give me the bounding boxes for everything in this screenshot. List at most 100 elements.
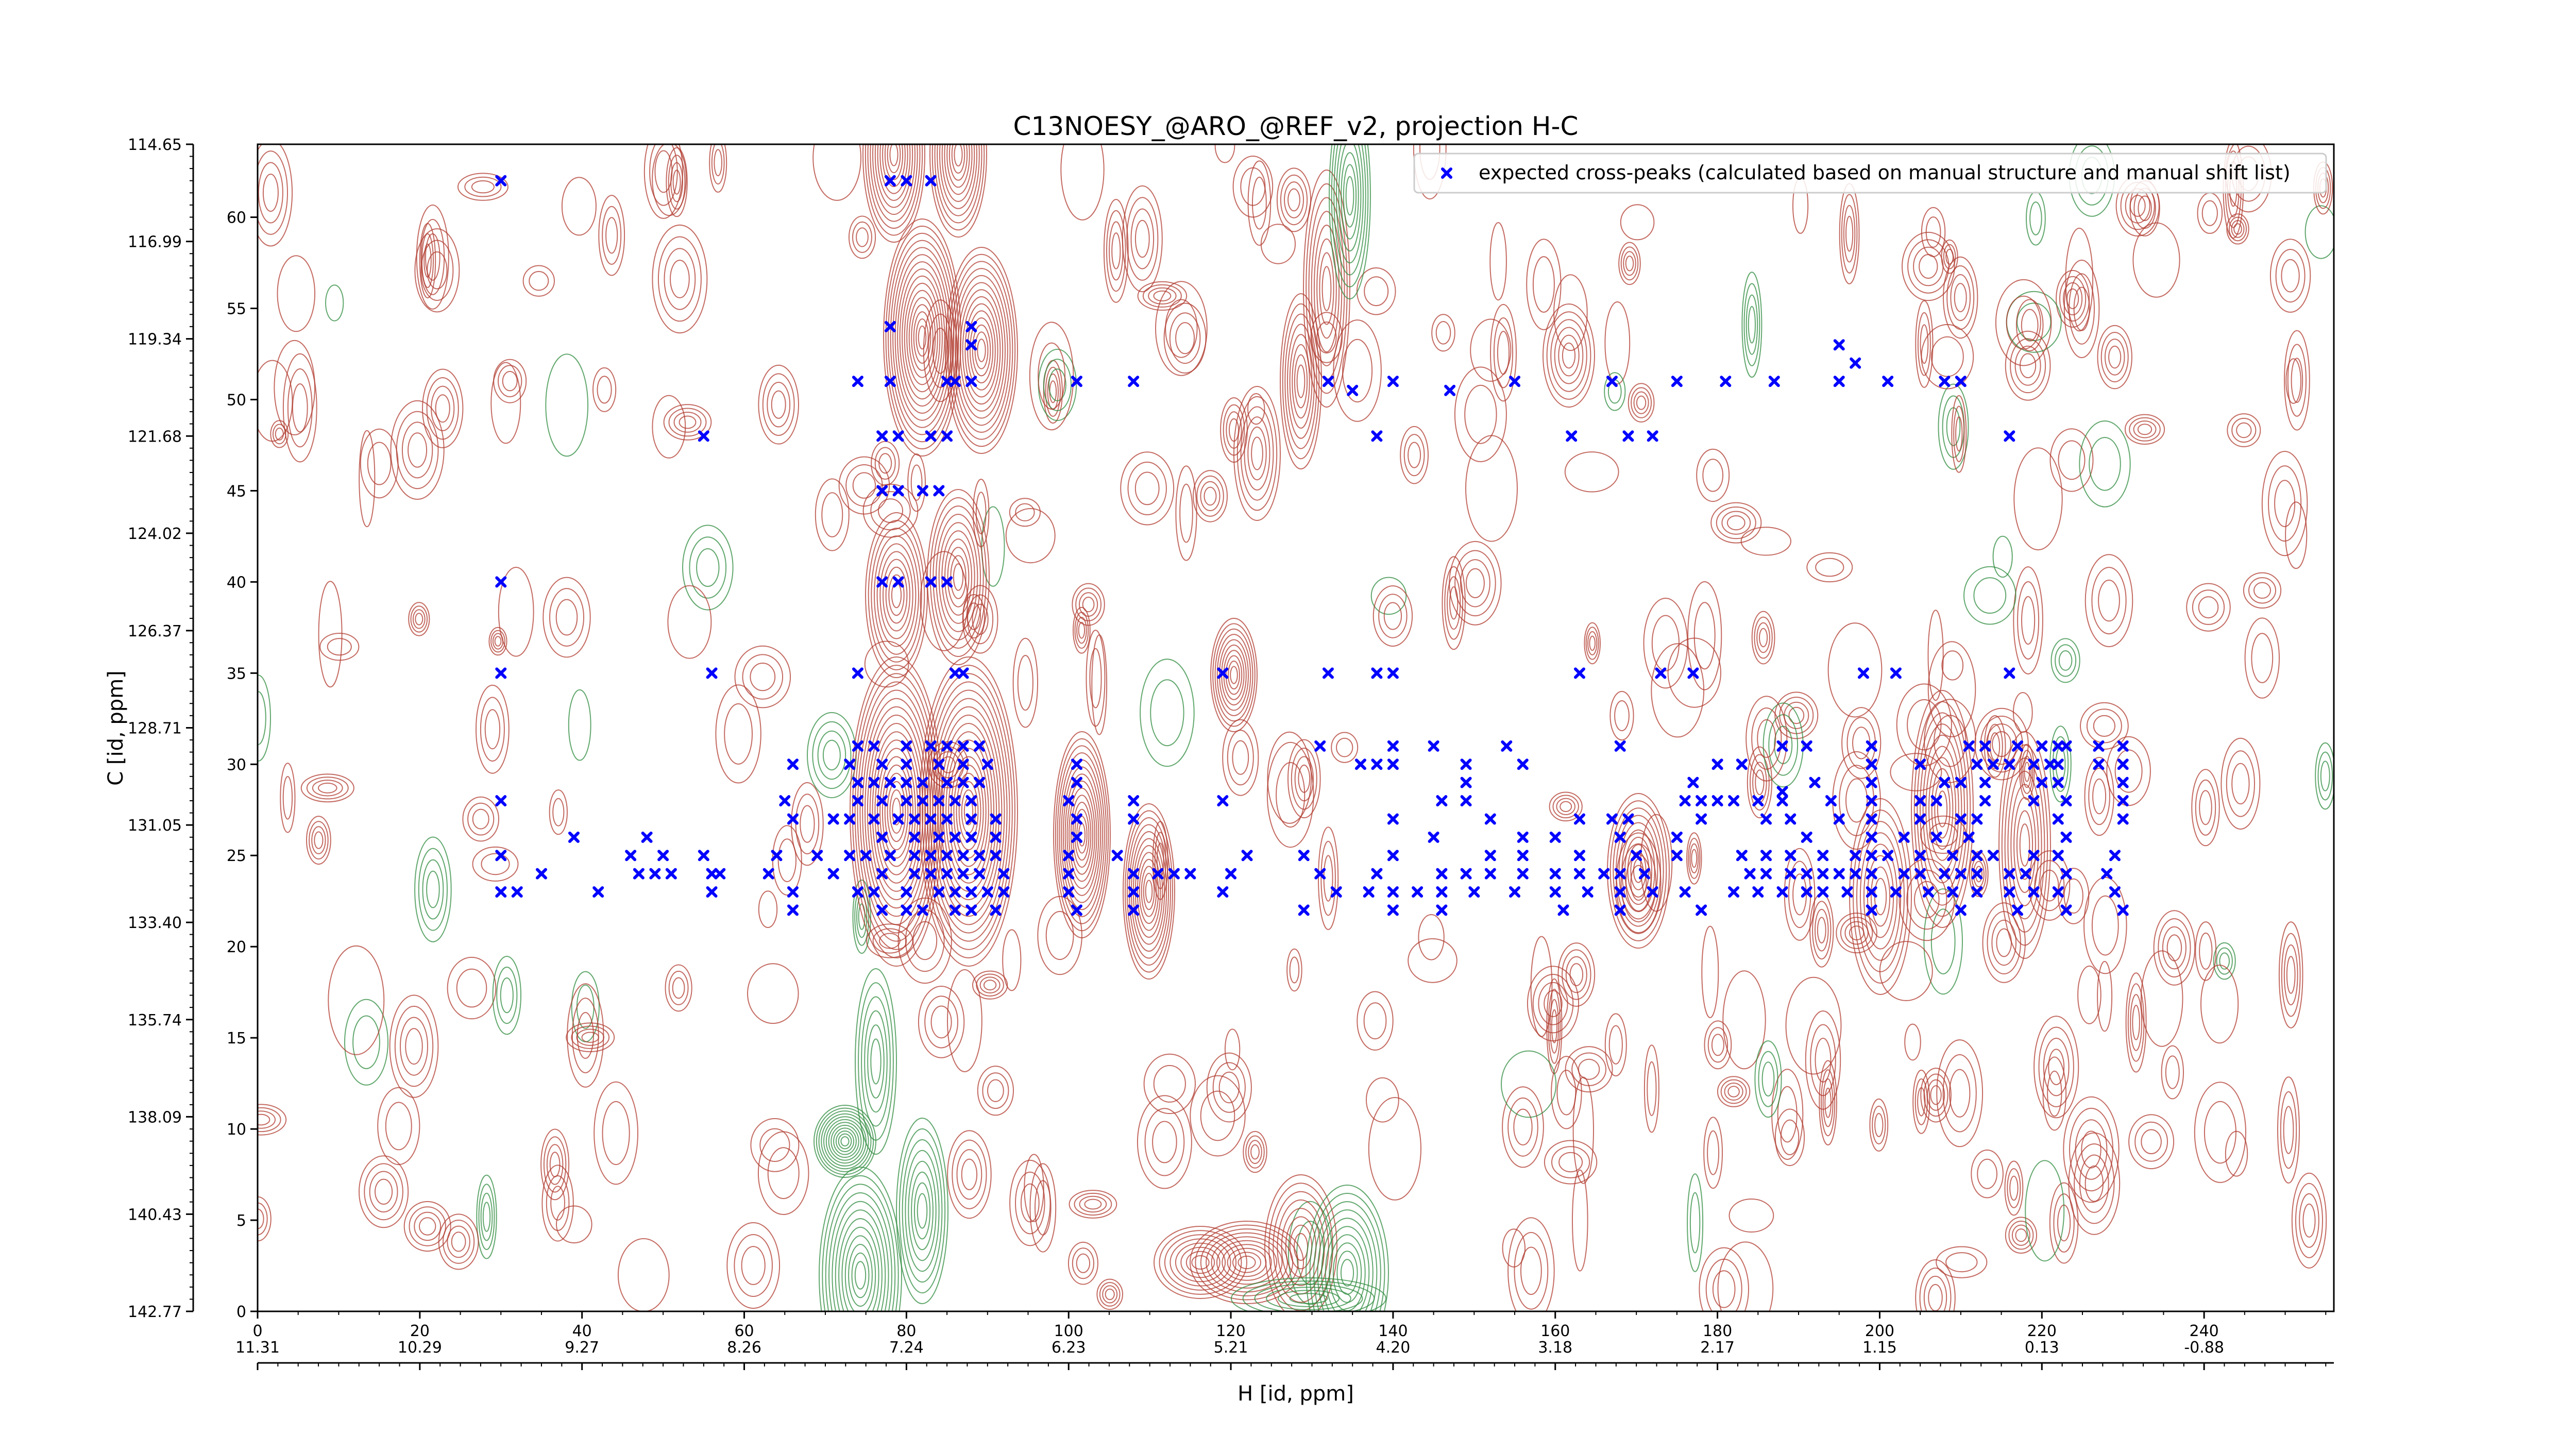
cross-peak-marker: [951, 833, 959, 841]
contour-line: [1974, 578, 2006, 613]
contour-line: [405, 1028, 422, 1064]
x-axis-label: H [id, ppm]: [1238, 1382, 1354, 1406]
contour-line: [1323, 266, 1331, 311]
contour-line: [1712, 1034, 1724, 1055]
cross-peak-marker: [1673, 851, 1681, 859]
y-tick-label: 45: [227, 482, 246, 500]
contour-line: [714, 149, 722, 176]
contour-line: [572, 998, 599, 1073]
contour-line: [1050, 381, 1057, 402]
contour-line: [582, 1033, 599, 1042]
contour-line: [1725, 1083, 1743, 1100]
contour-line: [807, 713, 856, 798]
contour-line: [2130, 195, 2145, 216]
cross-peak-marker: [1673, 377, 1681, 385]
x-tick-label: 60: [734, 1322, 754, 1340]
contour-line: [1711, 503, 1761, 543]
cross-peak-marker: [943, 815, 951, 823]
contour-line: [249, 140, 292, 246]
contour-line: [846, 465, 882, 506]
contour-line: [1757, 720, 1775, 757]
contour-line: [954, 143, 962, 166]
contour-lines: [236, 67, 2337, 1383]
contour-line: [2080, 1155, 2109, 1212]
contour-line: [1364, 1003, 1386, 1039]
contour-line: [2055, 645, 2076, 676]
cross-peak-marker: [1892, 669, 1900, 677]
cross-peak-marker: [1697, 797, 1705, 805]
contour-line: [1775, 1109, 1804, 1166]
contour-line: [1652, 616, 1679, 671]
cross-peak-marker: [2094, 760, 2103, 768]
contour-line: [856, 228, 868, 246]
contour-line: [465, 177, 501, 197]
y-ppm-tick-label: 138.09: [128, 1108, 182, 1126]
contour-line: [468, 803, 494, 835]
contour-line: [1706, 1259, 1742, 1319]
cross-peak-marker: [1803, 870, 1811, 878]
cross-peak-marker: [1470, 888, 1478, 896]
contour-line: [1818, 917, 1826, 943]
contour-line: [890, 143, 897, 165]
contour-line: [670, 260, 689, 298]
contour-line: [1201, 1091, 1235, 1141]
cross-peak-marker: [1446, 386, 1454, 395]
contour-line: [427, 871, 439, 908]
contour-line: [2089, 437, 2121, 491]
cross-peak-marker: [1300, 906, 1308, 914]
cross-peak-marker: [1551, 888, 1560, 896]
contour-line: [951, 261, 1013, 439]
contour-line: [2132, 1005, 2140, 1040]
contour-line: [2226, 1132, 2247, 1176]
contour-line: [423, 860, 444, 919]
cross-peak-marker: [513, 888, 521, 896]
x-tick-label: 100: [1054, 1322, 1083, 1340]
x-ppm-tick-label: 5.21: [1214, 1339, 1248, 1357]
contour-line: [577, 985, 594, 1028]
contour-line: [1193, 470, 1227, 522]
contour-line: [1344, 165, 1356, 227]
cross-peak-marker: [1778, 888, 1787, 896]
cross-peak-marker: [902, 906, 910, 914]
x-tick-label: 200: [1865, 1322, 1894, 1340]
contour-line: [1704, 1117, 1722, 1188]
contour-line: [2166, 1056, 2179, 1088]
contour-line: [2202, 201, 2217, 226]
contour-line: [1558, 335, 1579, 376]
cross-peak-marker: [2119, 779, 2127, 787]
contour-line: [1538, 983, 1567, 1025]
contour-line: [742, 1246, 765, 1285]
contour-line: [748, 964, 799, 1023]
contour-line: [1619, 243, 1640, 285]
cross-peak-marker: [1348, 386, 1357, 395]
cross-peak-marker: [700, 851, 708, 859]
contour-line: [1563, 343, 1575, 368]
cross-peak-marker: [878, 432, 886, 440]
contour-line: [1339, 141, 1361, 251]
contour-line: [697, 549, 719, 586]
cross-peak-marker: [2111, 888, 2119, 896]
x-tick-label: 40: [572, 1322, 592, 1340]
cross-peak-marker: [1973, 870, 1981, 878]
contour-line: [1303, 170, 1350, 407]
cross-peak-marker: [2062, 870, 2071, 878]
cross-peak-marker: [878, 578, 886, 586]
contour-line: [1531, 937, 1552, 1037]
contour-line: [942, 531, 974, 623]
contour-line: [1718, 1242, 1773, 1335]
contour-line: [1527, 239, 1561, 329]
contour-line: [1560, 802, 1571, 812]
contour-line: [933, 506, 983, 648]
contour-line: [1977, 1159, 1997, 1189]
contour-line: [839, 1134, 852, 1149]
contour-line: [841, 1137, 849, 1146]
contour-line: [1565, 452, 1619, 492]
cross-peak-marker: [1656, 669, 1665, 677]
cross-peak-marker: [1300, 851, 1308, 859]
contour-line: [2275, 480, 2295, 527]
contour-line: [2048, 1049, 2064, 1085]
contour-line: [1828, 623, 1882, 717]
cross-peak-marker: [2062, 742, 2071, 750]
contour-line: [314, 832, 323, 848]
contour-line: [1621, 205, 1654, 240]
